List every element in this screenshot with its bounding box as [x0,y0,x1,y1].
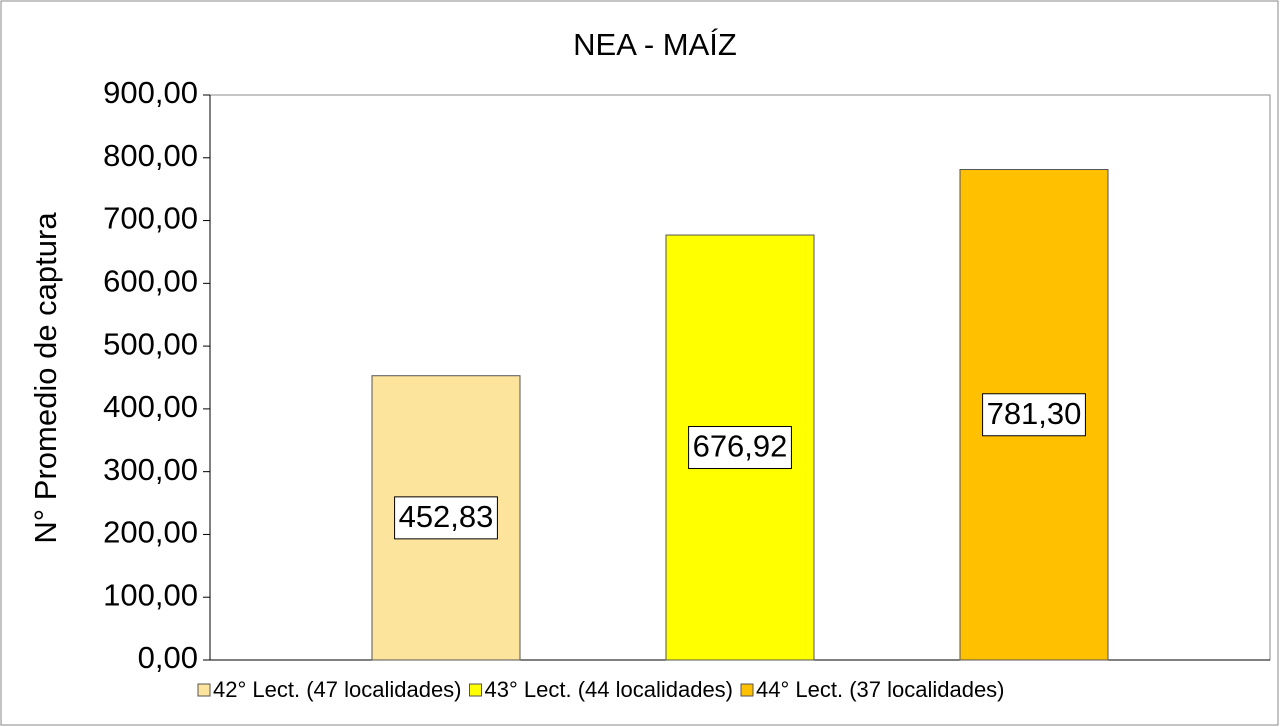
y-tick-label: 600,00 [103,264,198,299]
data-label-box [394,496,498,540]
y-tick-label: 800,00 [103,138,198,173]
y-tick-label: 0,00 [138,640,198,675]
legend-label: 44° Lect. (37 localidades) [756,677,1005,702]
y-axis-label: N° Promedio de captura [28,212,63,544]
legend-label: 42° Lect. (47 localidades) [213,677,462,702]
legend-swatch [197,683,211,697]
y-tick-label: 700,00 [103,201,198,236]
y-tick-label: 900,00 [103,75,198,110]
legend-swatch [740,683,754,697]
legend-swatch [469,683,482,697]
y-tick-label: 300,00 [103,452,198,487]
y-tick-label: 400,00 [103,389,198,424]
data-label: 676,92 [693,429,788,464]
data-label: 452,83 [399,499,494,534]
data-label: 781,30 [987,396,1082,431]
y-tick-label: 200,00 [103,515,198,550]
y-tick-label: 500,00 [103,326,198,361]
data-label-box [982,393,1086,437]
chart-title: NEA - MAÍZ [573,27,737,62]
y-tick-label: 100,00 [103,577,198,612]
legend-label: 43° Lect. (44 localidades) [485,677,734,702]
data-label-box [688,426,792,470]
